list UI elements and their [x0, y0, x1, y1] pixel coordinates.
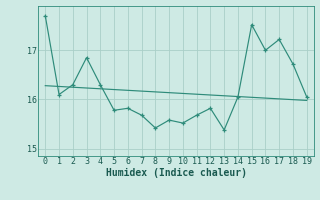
- X-axis label: Humidex (Indice chaleur): Humidex (Indice chaleur): [106, 168, 246, 178]
